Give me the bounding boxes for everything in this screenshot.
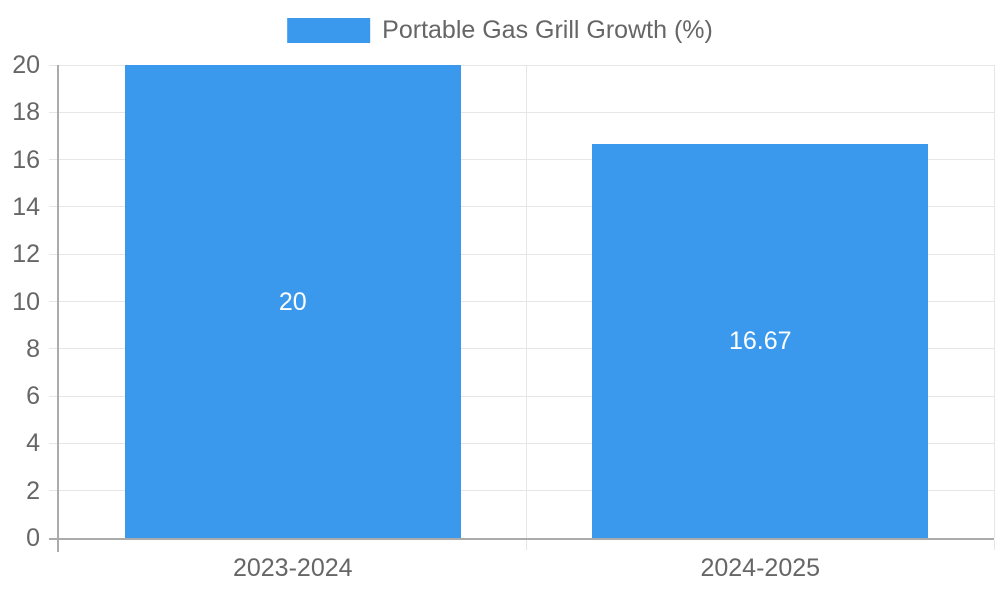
y-tick-label: 8: [26, 334, 40, 363]
x-axis-line: [57, 538, 994, 540]
y-tick: [49, 348, 59, 350]
x-boundary-gridline: [993, 65, 995, 538]
y-tick: [49, 159, 59, 161]
y-tick: [49, 111, 59, 113]
y-tick-label: 12: [12, 240, 40, 269]
y-tick: [49, 301, 59, 302]
y-tick: [49, 64, 59, 66]
y-tick-label: 10: [12, 287, 40, 316]
y-tick: [49, 206, 59, 208]
y-tick-label: 14: [12, 192, 40, 221]
legend-swatch: [287, 18, 371, 43]
x-tick-label: 2023-2024: [232, 554, 353, 582]
x-boundary-tick: [993, 540, 995, 550]
y-tick: [49, 395, 59, 397]
bar-value-label: 16.67: [728, 326, 792, 355]
bar-value-label: 20: [278, 287, 307, 316]
bar[interactable]: [592, 143, 929, 538]
chart-legend[interactable]: Portable Gas Grill Growth (%): [287, 16, 713, 45]
y-tick-label: 20: [12, 51, 40, 79]
y-tick-label: 18: [12, 98, 40, 127]
x-boundary-tick: [526, 540, 527, 550]
x-boundary-gridline: [526, 65, 527, 538]
bar[interactable]: [124, 65, 461, 538]
y-tick: [49, 442, 59, 444]
legend-label: Portable Gas Grill Growth (%): [382, 16, 713, 44]
y-tick: [49, 253, 59, 255]
y-tick: [49, 490, 59, 492]
y-axis-line: [57, 65, 59, 552]
y-tick-label: 4: [26, 429, 40, 458]
x-tick-label: 2024-2025: [700, 554, 821, 582]
y-tick-label: 0: [26, 524, 40, 552]
y-tick-label: 2: [26, 476, 40, 505]
y-tick: [49, 538, 59, 540]
y-tick-label: 6: [26, 382, 40, 411]
y-tick-label: 16: [12, 145, 40, 174]
